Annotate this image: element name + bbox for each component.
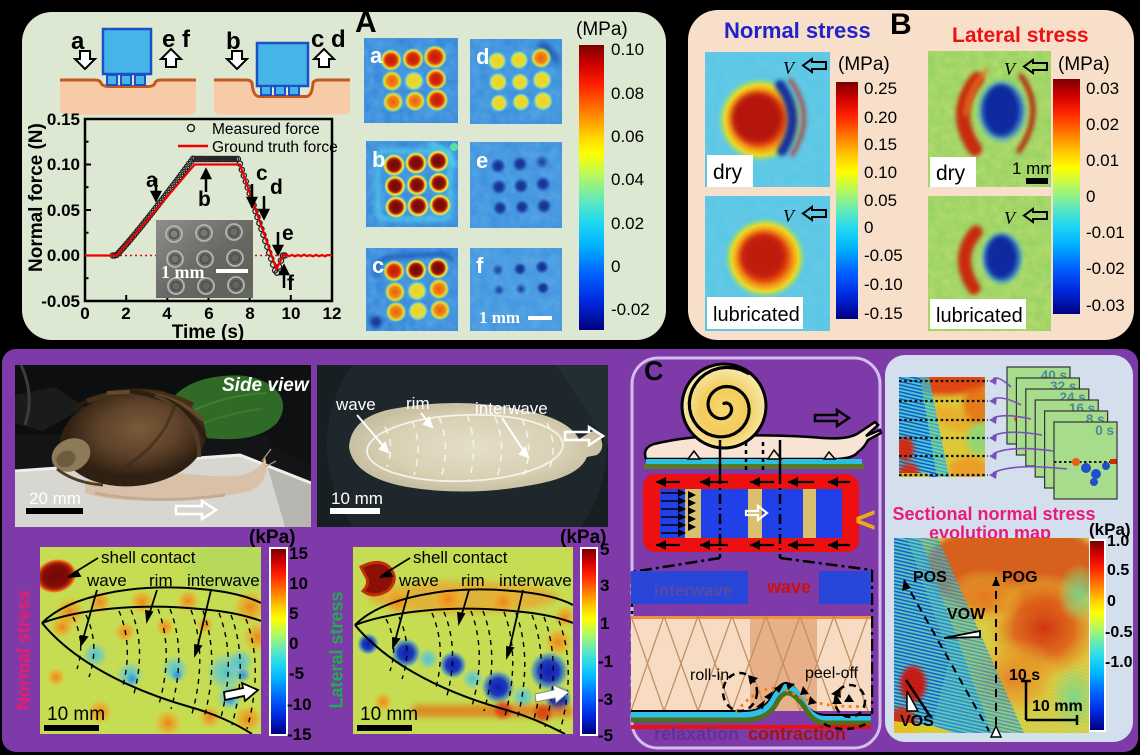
svg-text:VOS: VOS — [900, 713, 934, 730]
svg-text:Time (s): Time (s) — [172, 322, 245, 343]
svg-text:0.00: 0.00 — [47, 246, 80, 265]
svg-text:10 mm: 10 mm — [360, 704, 418, 725]
svg-text:roll-in: roll-in — [690, 667, 729, 684]
svg-text:20 mm: 20 mm — [29, 489, 81, 508]
svg-text:1 mm: 1 mm — [1012, 159, 1051, 178]
svg-text:wave: wave — [766, 577, 811, 597]
svg-text:lubricated: lubricated — [936, 305, 1023, 327]
svg-text:dry: dry — [936, 162, 966, 185]
svg-text:Measured force: Measured force — [212, 121, 320, 138]
svg-text:d: d — [270, 176, 283, 199]
svg-text:0: 0 — [80, 304, 89, 323]
svg-text:10 mm: 10 mm — [47, 704, 105, 725]
svg-text:b: b — [372, 147, 385, 172]
svg-text:0 s: 0 s — [1095, 423, 1114, 438]
svg-text:Ground truth force: Ground truth force — [212, 139, 338, 156]
svg-text:d: d — [476, 44, 489, 69]
svg-text:2: 2 — [121, 304, 130, 323]
svg-text:6: 6 — [204, 304, 213, 323]
svg-text:Side view: Side view — [222, 375, 310, 396]
svg-text:POS: POS — [913, 569, 947, 586]
svg-text:peel-off: peel-off — [805, 665, 859, 682]
svg-text:12: 12 — [323, 304, 342, 323]
svg-text:shell contact: shell contact — [413, 548, 508, 567]
svg-text:10: 10 — [282, 304, 301, 323]
svg-text:rim: rim — [149, 571, 173, 590]
svg-text:C: C — [644, 356, 664, 386]
svg-text:b: b — [226, 28, 241, 55]
svg-text:wave: wave — [335, 395, 376, 414]
svg-text:interwave: interwave — [499, 571, 572, 590]
svg-text:V: V — [783, 58, 796, 78]
svg-text:0.15: 0.15 — [47, 112, 80, 129]
svg-text:rim: rim — [406, 394, 430, 413]
svg-text:V: V — [1004, 59, 1017, 79]
svg-text:interwave: interwave — [654, 581, 732, 600]
svg-text:1 mm: 1 mm — [479, 308, 520, 327]
svg-text:interwave: interwave — [187, 571, 260, 590]
svg-text:V: V — [1004, 208, 1017, 228]
svg-text:VOW: VOW — [947, 606, 986, 623]
svg-text:lubricated: lubricated — [713, 304, 800, 326]
svg-text:dry: dry — [713, 161, 743, 184]
svg-text:c: c — [256, 162, 268, 185]
svg-text:<: < — [855, 499, 876, 540]
svg-text:10 mm: 10 mm — [1032, 698, 1083, 715]
svg-text:1 mm: 1 mm — [161, 262, 205, 282]
svg-text:e: e — [476, 148, 488, 173]
svg-text:V: V — [783, 206, 796, 226]
svg-text:(kPa): (kPa) — [1089, 520, 1131, 539]
svg-text:c: c — [372, 253, 384, 278]
svg-text:Normal force (N): Normal force (N) — [28, 123, 47, 272]
svg-text:c d: c d — [311, 26, 346, 53]
svg-text:f: f — [476, 253, 484, 278]
svg-text:contraction: contraction — [748, 724, 846, 744]
svg-text:interwave: interwave — [475, 399, 548, 418]
svg-text:10 s: 10 s — [1009, 667, 1040, 684]
svg-text:0.10: 0.10 — [47, 155, 80, 174]
svg-text:shell contact: shell contact — [101, 548, 196, 567]
svg-text:a: a — [71, 28, 85, 55]
svg-text:4: 4 — [162, 304, 172, 323]
svg-text:-0.05: -0.05 — [41, 292, 80, 311]
svg-text:wave: wave — [86, 571, 127, 590]
svg-text:rim: rim — [461, 571, 485, 590]
svg-text:POG: POG — [1002, 569, 1038, 586]
svg-text:Sectional normal stress: Sectional normal stress — [892, 504, 1095, 524]
svg-text:0.05: 0.05 — [47, 201, 80, 220]
svg-text:relaxation: relaxation — [654, 724, 739, 744]
svg-text:f: f — [287, 272, 295, 295]
svg-text:b: b — [198, 188, 211, 211]
svg-text:a: a — [370, 43, 383, 68]
svg-text:e f: e f — [162, 26, 191, 53]
svg-text:e: e — [282, 222, 294, 245]
svg-text:10 mm: 10 mm — [331, 489, 383, 508]
svg-text:8: 8 — [245, 304, 254, 323]
svg-text:wave: wave — [398, 571, 439, 590]
